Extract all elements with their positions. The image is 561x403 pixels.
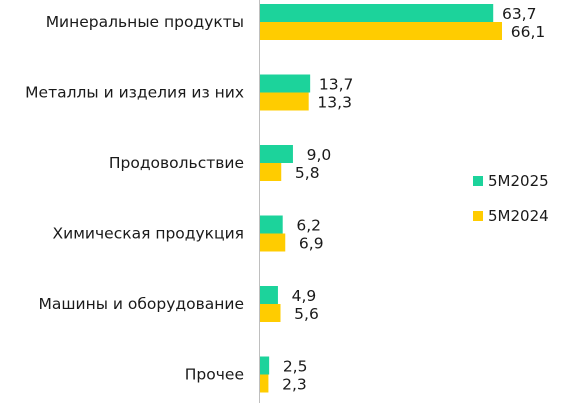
data-label: 9,0 [307, 146, 332, 164]
bar-5m2025 [260, 356, 270, 375]
data-label: 6,2 [296, 217, 321, 235]
labels-layer: Минеральные продукты 63,766,1 Металлы и из… [25, 5, 545, 394]
bar-5m2024 [260, 92, 309, 111]
bar-5m2024 [260, 22, 502, 40]
bar-5m2024 [260, 374, 269, 393]
bar-5m2025 [260, 215, 283, 234]
data-label: 13,3 [317, 94, 352, 112]
legend-label: 5M2025 [488, 172, 549, 190]
bar-5m2024 [260, 163, 282, 181]
legend-swatch [473, 176, 483, 186]
category-label: Прочее [185, 366, 244, 384]
data-label: 6,9 [299, 235, 324, 253]
legend-swatch [473, 211, 483, 221]
data-label: 66,1 [511, 23, 546, 41]
bar-5m2024 [260, 304, 281, 322]
category-label: Машины и оборудование [38, 295, 244, 313]
legend-label: 5M2024 [488, 207, 549, 225]
bar-5m2025 [260, 286, 278, 304]
data-label: 5,8 [295, 164, 320, 182]
category-label: Химическая продукция [53, 225, 244, 243]
bar-5m2025 [260, 4, 494, 22]
category-label: Продовольствие [109, 154, 244, 172]
bar-5m2024 [260, 233, 286, 252]
bar-5m2025 [260, 74, 311, 93]
bar-5m2025 [260, 145, 293, 163]
data-label: 63,7 [502, 5, 537, 23]
category-label: Металлы и изделия из них [25, 84, 244, 102]
legend: 5M2025 5M2024 [473, 172, 549, 225]
data-label: 13,7 [319, 76, 354, 94]
data-label: 2,5 [283, 358, 308, 376]
bars-layer [260, 4, 502, 393]
data-label: 4,9 [292, 287, 317, 305]
data-label: 2,3 [282, 376, 307, 394]
category-label: Минеральные продукты [46, 13, 244, 31]
data-label: 5,6 [294, 305, 319, 323]
